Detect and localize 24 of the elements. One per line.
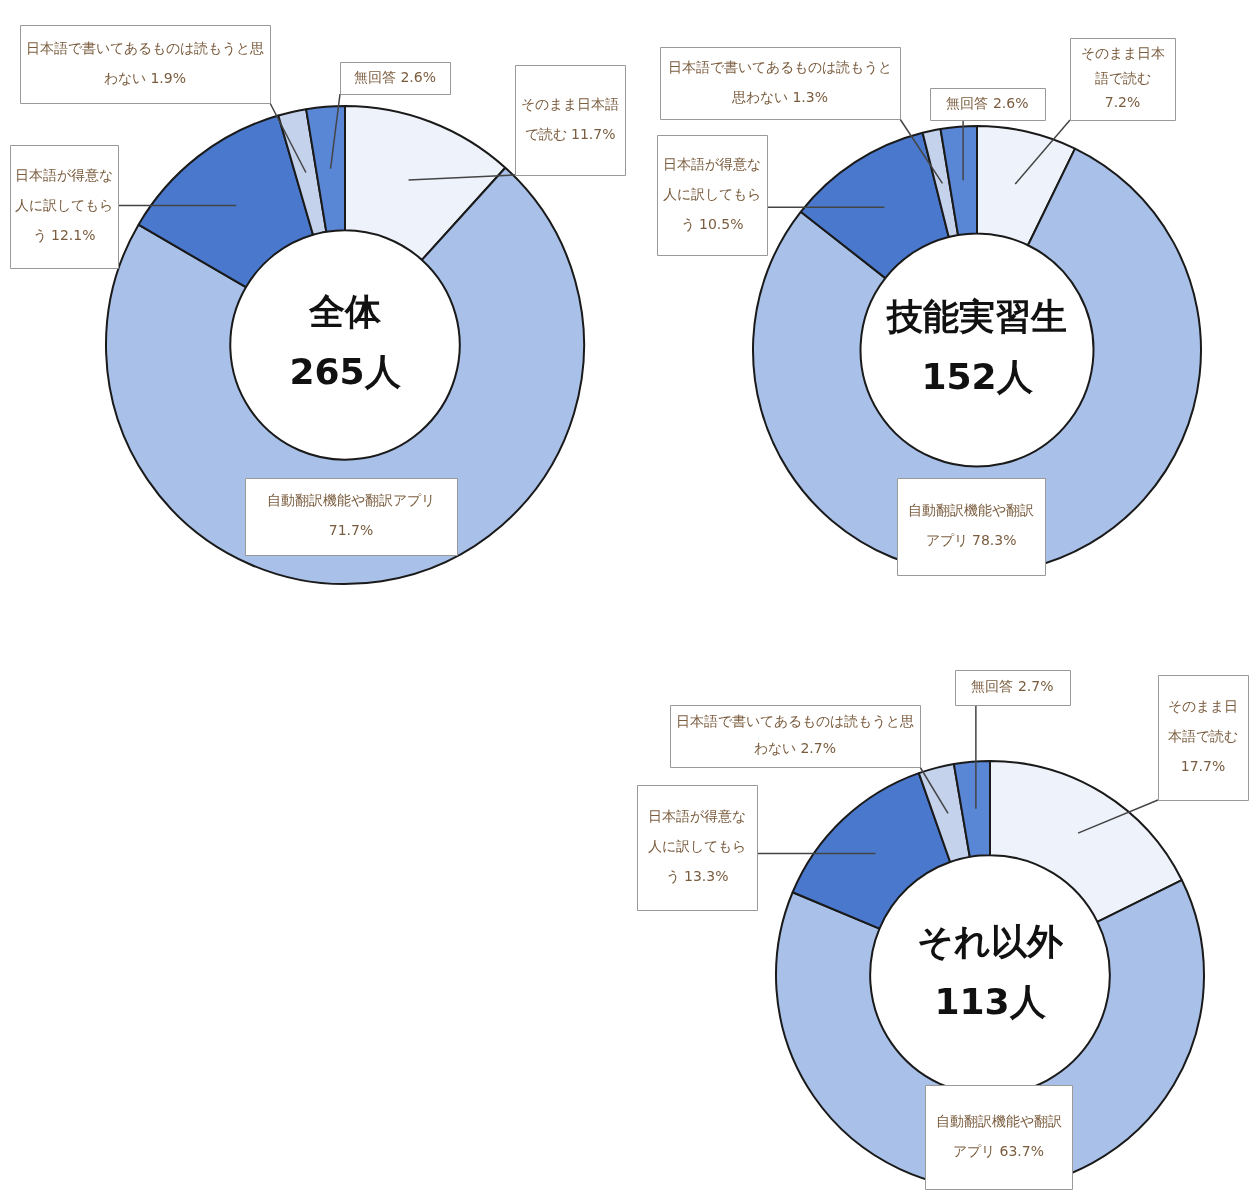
slice-label: 自動翻訳機能や翻訳アプリ — [267, 492, 435, 509]
slice-label: 無回答 2.6% — [353, 68, 437, 85]
slice-label: そのまま日本語で読む — [1168, 698, 1238, 745]
slice-label: 日本語が得意な人に訳してもらう 12.1% — [15, 167, 113, 244]
text: それ以外 — [917, 921, 1064, 963]
slice-label: 日本語が得意な人に訳してもらう 10.5% — [663, 155, 761, 232]
slice-label: 日本語で書いてあるものは読もうと思わない 2.7% — [676, 713, 914, 757]
slice-label: 日本語で書いてあるものは読もうと思わない 1.9% — [26, 39, 264, 86]
data-label: 7.2% — [1104, 94, 1141, 111]
data-label: 17.7% — [1180, 758, 1226, 775]
data-label: 71.7% — [328, 522, 374, 539]
slice-label: 自動翻訳機能や翻訳アプリ 63.7% — [935, 1112, 1062, 1159]
slice-label: そのまま日本語で読む — [1080, 44, 1165, 86]
slice-label: そのまま日本語で読む 11.7% — [521, 95, 619, 142]
slice-label: 自動翻訳機能や翻訳アプリ 78.3% — [908, 502, 1034, 549]
slice-label: 日本語で書いてあるものは読もうと思わない 1.3% — [668, 58, 892, 105]
text: 265人 — [289, 351, 401, 393]
text: 113人 — [934, 981, 1046, 1023]
text: 技能実習生 — [885, 296, 1067, 338]
text: 全体 — [308, 291, 382, 333]
slice-label: 日本語が得意な人に訳してもらう 13.3% — [648, 808, 746, 885]
slice-label: 無回答 2.7% — [971, 678, 1054, 695]
slice-label: 無回答 2.6% — [946, 94, 1029, 111]
text: 152人 — [921, 356, 1033, 398]
